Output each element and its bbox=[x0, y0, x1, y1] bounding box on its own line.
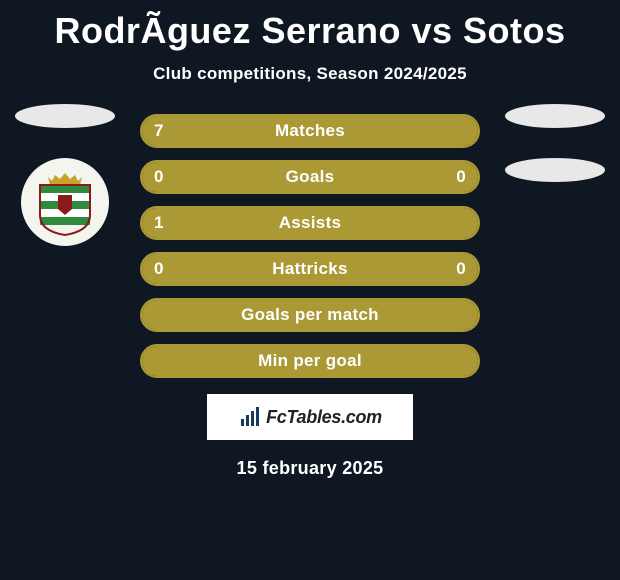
stat-row: 7 Matches bbox=[140, 114, 480, 148]
stat-value-right: 0 bbox=[456, 167, 466, 187]
stat-label: Hattricks bbox=[272, 259, 347, 279]
club-crest-icon bbox=[30, 167, 100, 237]
stat-value-left: 7 bbox=[154, 121, 164, 141]
stat-value-left: 0 bbox=[154, 259, 164, 279]
comparison-subtitle: Club competitions, Season 2024/2025 bbox=[0, 64, 620, 84]
chart-icon bbox=[238, 405, 262, 429]
left-player-column bbox=[10, 104, 120, 246]
left-player-name-placeholder bbox=[15, 104, 115, 128]
stat-label: Goals bbox=[286, 167, 335, 187]
right-player-name-placeholder bbox=[505, 104, 605, 128]
stat-row: 0 Hattricks 0 bbox=[140, 252, 480, 286]
attribution-text: FcTables.com bbox=[266, 407, 382, 428]
stat-label: Matches bbox=[275, 121, 345, 141]
comparison-title: RodrÃ­guez Serrano vs Sotos bbox=[0, 0, 620, 52]
stat-value-left: 0 bbox=[154, 167, 164, 187]
stat-fill-right bbox=[310, 162, 478, 192]
stat-row: 1 Assists bbox=[140, 206, 480, 240]
stat-row: 0 Goals 0 bbox=[140, 160, 480, 194]
stat-label: Min per goal bbox=[258, 351, 362, 371]
right-player-column bbox=[500, 104, 610, 182]
attribution-badge: FcTables.com bbox=[207, 394, 413, 440]
left-club-badge bbox=[21, 158, 109, 246]
stat-label: Goals per match bbox=[241, 305, 379, 325]
stat-row: Goals per match bbox=[140, 298, 480, 332]
stat-row: Min per goal bbox=[140, 344, 480, 378]
stat-value-right: 0 bbox=[456, 259, 466, 279]
snapshot-date: 15 february 2025 bbox=[0, 458, 620, 479]
stat-value-left: 1 bbox=[154, 213, 164, 233]
stat-bars-container: 7 Matches 0 Goals 0 1 Assists 0 Hattricks 0 Goals … bbox=[140, 114, 480, 378]
stat-label: Assists bbox=[279, 213, 342, 233]
right-club-badge-placeholder bbox=[505, 158, 605, 182]
comparison-body: 7 Matches 0 Goals 0 1 Assists 0 Hattricks 0 Goals … bbox=[0, 114, 620, 378]
